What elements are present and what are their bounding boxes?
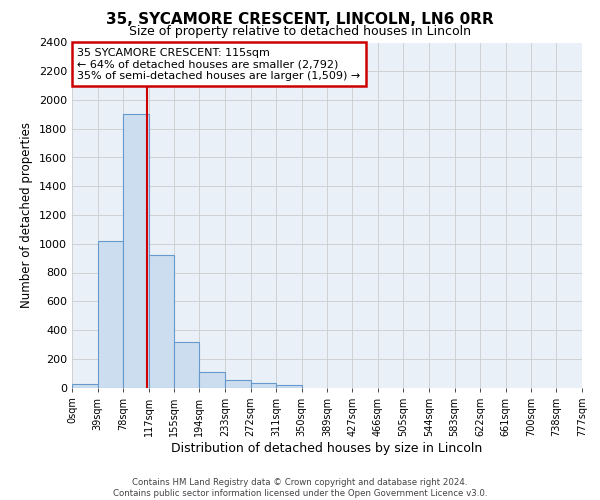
Bar	[225, 380, 251, 388]
Text: Contains HM Land Registry data © Crown copyright and database right 2024.
Contai: Contains HM Land Registry data © Crown c…	[113, 478, 487, 498]
Bar	[174, 342, 199, 388]
Y-axis label: Number of detached properties: Number of detached properties	[20, 122, 34, 308]
Bar	[123, 114, 149, 388]
Bar	[251, 383, 276, 388]
Text: 35, SYCAMORE CRESCENT, LINCOLN, LN6 0RR: 35, SYCAMORE CRESCENT, LINCOLN, LN6 0RR	[106, 12, 494, 28]
Text: Size of property relative to detached houses in Lincoln: Size of property relative to detached ho…	[129, 25, 471, 38]
Bar	[149, 255, 174, 388]
Bar	[98, 241, 123, 388]
X-axis label: Distribution of detached houses by size in Lincoln: Distribution of detached houses by size …	[172, 442, 482, 454]
Bar	[72, 384, 98, 388]
Bar	[276, 384, 302, 388]
Text: 35 SYCAMORE CRESCENT: 115sqm
← 64% of detached houses are smaller (2,792)
35% of: 35 SYCAMORE CRESCENT: 115sqm ← 64% of de…	[77, 48, 361, 81]
Bar	[199, 372, 225, 388]
